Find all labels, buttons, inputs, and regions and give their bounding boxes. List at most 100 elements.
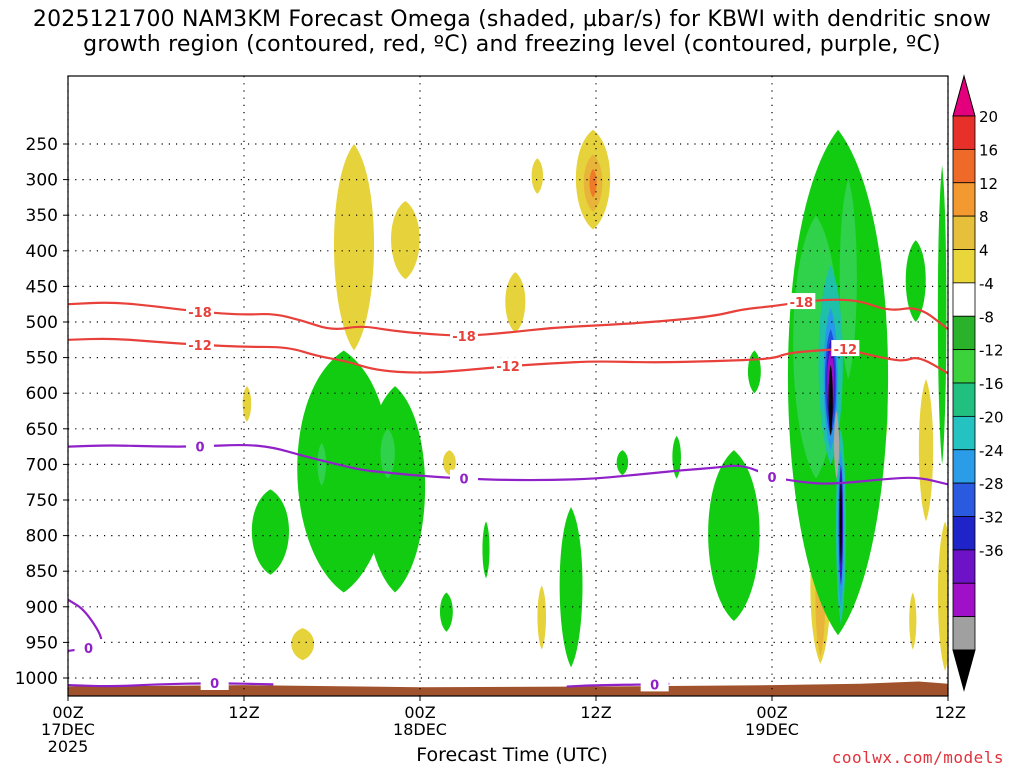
omega-region-30	[905, 240, 926, 322]
site-credit: coolwx.com/models	[831, 748, 1004, 767]
chart-title-line-1: 2025121700 NAM3KM Forecast Omega (shaded…	[32, 7, 992, 32]
colorbar-segment-1	[952, 115, 976, 150]
omega-region-23	[439, 592, 453, 632]
freezing-level-label-3-0: 0	[650, 678, 659, 693]
omega-region-26	[672, 435, 681, 479]
x-tick-label-12-0: 12Z	[228, 703, 259, 722]
y-tick-label-650: 650	[26, 420, 58, 440]
dgz-contour-label-bg-1-0	[186, 335, 214, 352]
dgz-contour-label-1-1: -12	[496, 360, 520, 375]
omega-region-10	[537, 585, 547, 650]
colorbar-top-arrow	[952, 74, 976, 117]
colorbar-label-6: -8	[979, 308, 994, 326]
contour-layer: -18 -18 -18 -12 -12 -12 0 0 0 0 0 0	[68, 293, 948, 693]
chart-title-line-2: growth region (contoured, red, ºC) and f…	[83, 32, 941, 57]
colorbar-segment-4	[952, 215, 976, 250]
colorbar-label-11: -28	[979, 475, 1004, 493]
colorbar-segment-15	[952, 582, 976, 618]
dgz-contour-label-bg-1-1	[494, 357, 522, 374]
colorbar-label-3: 8	[979, 208, 989, 226]
dgz-contour-label-bg-1-2	[831, 340, 860, 357]
freezing-level-label-0-1: 0	[459, 473, 468, 488]
y-tick-label-350: 350	[26, 206, 58, 226]
omega-region-19	[365, 386, 426, 593]
y-tick-label-750: 750	[26, 491, 58, 511]
colorbar-segment-13	[952, 516, 976, 551]
freezing-level-label-0-0: 0	[195, 441, 204, 456]
omega-region-43	[828, 364, 833, 436]
omega-region-27	[708, 450, 760, 622]
freezing-level-label-0-2: 0	[767, 471, 776, 486]
dgz-contour-label-bg-0-0	[186, 303, 214, 320]
omega-region-29	[747, 350, 761, 394]
omega-region-25	[616, 450, 629, 476]
y-tick-label-300: 300	[26, 171, 58, 191]
y-tick-label-850: 850	[26, 562, 58, 582]
x-tick-label-48-0: 00Z	[756, 703, 787, 722]
y-tick-label-900: 900	[26, 598, 58, 618]
colorbar-segment-2	[952, 148, 976, 184]
freezing-level-line-0	[68, 443, 948, 486]
y-tick-label-450: 450	[26, 277, 58, 297]
dgz-contour-line-1	[68, 337, 948, 375]
x-tick-label-0-0: 00Z	[52, 703, 83, 722]
terrain-layer	[68, 681, 948, 696]
x-tick-label-0-2: 2025	[48, 737, 89, 756]
x-axis-label: Forecast Time (UTC)	[416, 744, 608, 766]
omega-region-5	[589, 168, 597, 198]
dgz-contour-label-0-2: -18	[790, 296, 814, 311]
dgz-contour-label-0-0: -18	[188, 306, 212, 321]
omega-region-17	[297, 350, 391, 593]
colorbar-segment-7	[952, 315, 976, 351]
y-tick-label-600: 600	[26, 384, 58, 404]
omega-region-7	[242, 386, 252, 422]
freezing-level-label-bg-2-0	[200, 673, 229, 690]
dgz-contour-label-1-2: -12	[834, 343, 858, 358]
omega-region-0	[333, 144, 375, 351]
colorbar-label-13: -36	[979, 542, 1004, 560]
omega-region-1	[391, 200, 420, 280]
y-tick-label-950: 950	[26, 633, 58, 653]
x-tick-label-36-0: 12Z	[580, 703, 611, 722]
colorbar-bottom-arrow	[952, 649, 976, 692]
y-tick-label-500: 500	[26, 313, 58, 333]
y-tick-label-400: 400	[26, 242, 58, 262]
omega-region-18	[251, 489, 289, 575]
omega-region-6	[505, 272, 526, 333]
colorbar-segment-14	[952, 549, 976, 584]
x-tick-label-0-1: 17DEC	[41, 720, 95, 739]
terrain-fill	[68, 681, 948, 696]
dgz-contour-line-0	[68, 298, 948, 337]
colorbar-label-7: -12	[979, 342, 1004, 360]
omega-region-42	[834, 411, 840, 479]
x-tick-label-24-1: 18DEC	[393, 720, 447, 739]
colorbar-segment-5	[952, 249, 976, 284]
omega-region-21	[380, 428, 395, 479]
x-tick-label-60-0: 12Z	[935, 703, 966, 722]
freezing-level-label-bg-0-2	[758, 468, 786, 485]
omega-region-24	[482, 521, 490, 579]
y-tick-label-800: 800	[26, 527, 58, 547]
omega-colorbar: 20 16 12 8 4 -4 -8 -12 -16 -20 -24 -28 -32 -36	[952, 74, 1004, 692]
colorbar-label-8: -16	[979, 375, 1004, 393]
dgz-contour-label-1-0: -12	[188, 339, 212, 354]
omega-region-22	[559, 507, 583, 668]
plot-frame	[67, 75, 949, 697]
omega-region-2	[531, 158, 544, 194]
colorbar-segment-6	[952, 282, 976, 317]
colorbar-label-10: -24	[979, 442, 1004, 460]
y-tick-label-1000: 1000	[15, 669, 58, 689]
colorbar-label-2: 12	[979, 175, 998, 193]
colorbar-label-5: -4	[979, 275, 994, 293]
colorbar-segment-10	[952, 415, 976, 451]
omega-region-44	[839, 478, 843, 565]
freezing-level-label-2-0: 0	[210, 677, 219, 692]
y-tick-label-250: 250	[26, 135, 58, 155]
omega-region-33	[839, 179, 857, 379]
omega-region-20	[317, 443, 327, 486]
colorbar-label-0: 20	[979, 108, 998, 126]
colorbar-label-12: -32	[979, 509, 1004, 527]
freezing-level-label-bg-3-0	[640, 675, 669, 692]
x-tick-label-24-0: 00Z	[404, 703, 435, 722]
